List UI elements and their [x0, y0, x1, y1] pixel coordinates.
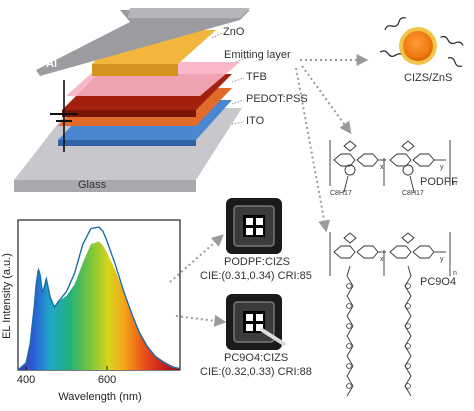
label-pedot: PEDOT:PSS [246, 93, 308, 105]
label-podpf: PODPF [420, 176, 458, 188]
label-tfb: TFB [246, 71, 267, 83]
device-photo-2 [226, 294, 286, 350]
x-axis-ticks: 400 600 [17, 366, 116, 386]
photo-1-cie: CIE:(0.31,0.34) CRI:85 [200, 270, 312, 282]
device-photo-1 [226, 198, 282, 254]
el-spectrum-chart: 400 600 Wavelength (nm) EL Intensity (a.u… [1, 219, 181, 403]
label-podpf-sub-x: x [380, 164, 384, 171]
label-zno: ZnO [223, 26, 245, 38]
tfb-layer-side [62, 110, 196, 117]
label-pc904-sub-n: n [453, 270, 457, 277]
label-podpf-side-right: C8H17 [402, 190, 424, 197]
label-pc904: PC9O4 [420, 276, 457, 288]
photo-2-cri-value: CRI:88 [277, 366, 312, 378]
label-al: Al [46, 58, 57, 70]
device-stack [14, 8, 250, 192]
al-electrode-top [128, 8, 250, 18]
emitting-arrows [169, 54, 369, 327]
zno-layer-side [92, 64, 178, 76]
photo-2-cie: CIE:(0.32,0.33) CRI:88 [200, 366, 312, 378]
photo-1-cie-value: CIE:(0.31,0.34) [200, 270, 275, 282]
glass-layer-side [14, 180, 196, 192]
label-podpf-sub-y: y [440, 164, 444, 171]
label-nanocrystal: CIZS/ZnS [404, 72, 453, 84]
y-axis-label: EL Intensity (a.u.) [1, 253, 13, 339]
pc904-oxygens [346, 283, 411, 389]
photo-1-cri-value: CRI:85 [277, 270, 312, 282]
photo-1-label: PODPF:CIZS [224, 256, 291, 268]
spectrum-line-series [17, 226, 181, 371]
x-tick-label: 400 [17, 374, 35, 386]
label-pc904-sub-y: y [440, 256, 444, 263]
ito-layer-side [58, 140, 196, 146]
label-glass: Glass [78, 179, 107, 191]
label-emitting-layer: Emitting layer [224, 49, 291, 61]
label-pc904-sub-x: x [380, 256, 384, 263]
photo-2-label: PC9O4:CIZS [224, 352, 289, 364]
photo-2-cie-value: CIE:(0.32,0.33) [200, 366, 275, 378]
layer-leaders [211, 32, 247, 125]
al-electrode [36, 10, 250, 76]
nanocrystal-icon [379, 17, 464, 67]
spectrum-area-series [18, 241, 180, 370]
label-podpf-side-left: C8H17 [330, 190, 352, 197]
x-tick-label: 600 [98, 374, 116, 386]
pc904-structure [329, 232, 451, 397]
label-podpf-sub-n: n [453, 180, 457, 187]
x-axis-label: Wavelength (nm) [58, 391, 141, 403]
label-ito: ITO [246, 115, 265, 127]
podpf-structure [329, 140, 451, 193]
